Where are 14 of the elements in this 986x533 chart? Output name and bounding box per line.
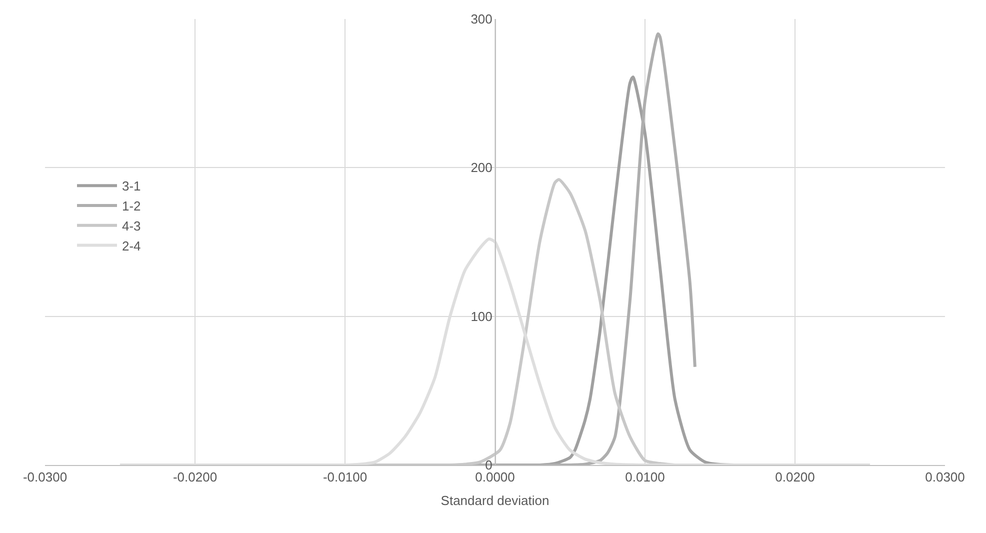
x-tick-label: 0.0300 [925,470,965,485]
x-tick-label: 0.0100 [625,470,665,485]
x-tick-label: -0.0300 [22,470,68,485]
x-tick-label: -0.0200 [172,470,218,485]
y-tick-label: 100 [470,308,492,324]
x-tick-label: -0.0100 [322,470,368,485]
legend-label: 3-1 [122,178,141,194]
x-axis-title: Standard deviation [440,493,550,508]
legend-label: 2-4 [122,238,141,254]
x-tick-label: 0.0200 [775,470,815,485]
legend-label: 4-3 [122,218,141,234]
legend-label: 1-2 [122,198,141,214]
y-tick-label: 200 [470,160,492,176]
y-tick-label: 300 [470,12,492,27]
